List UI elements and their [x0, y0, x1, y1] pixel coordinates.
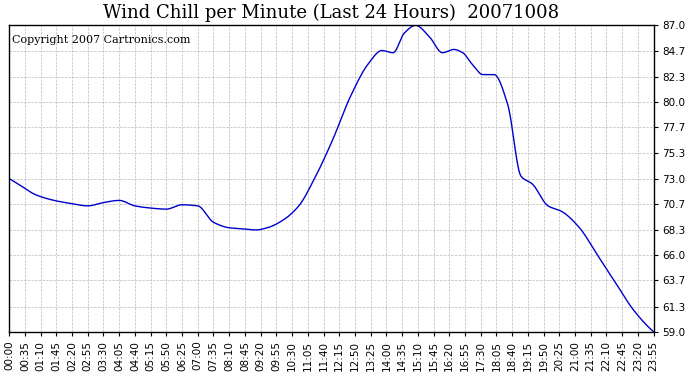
Title: Wind Chill per Minute (Last 24 Hours)  20071008: Wind Chill per Minute (Last 24 Hours) 20… — [104, 4, 560, 22]
Text: Copyright 2007 Cartronics.com: Copyright 2007 Cartronics.com — [12, 34, 191, 45]
